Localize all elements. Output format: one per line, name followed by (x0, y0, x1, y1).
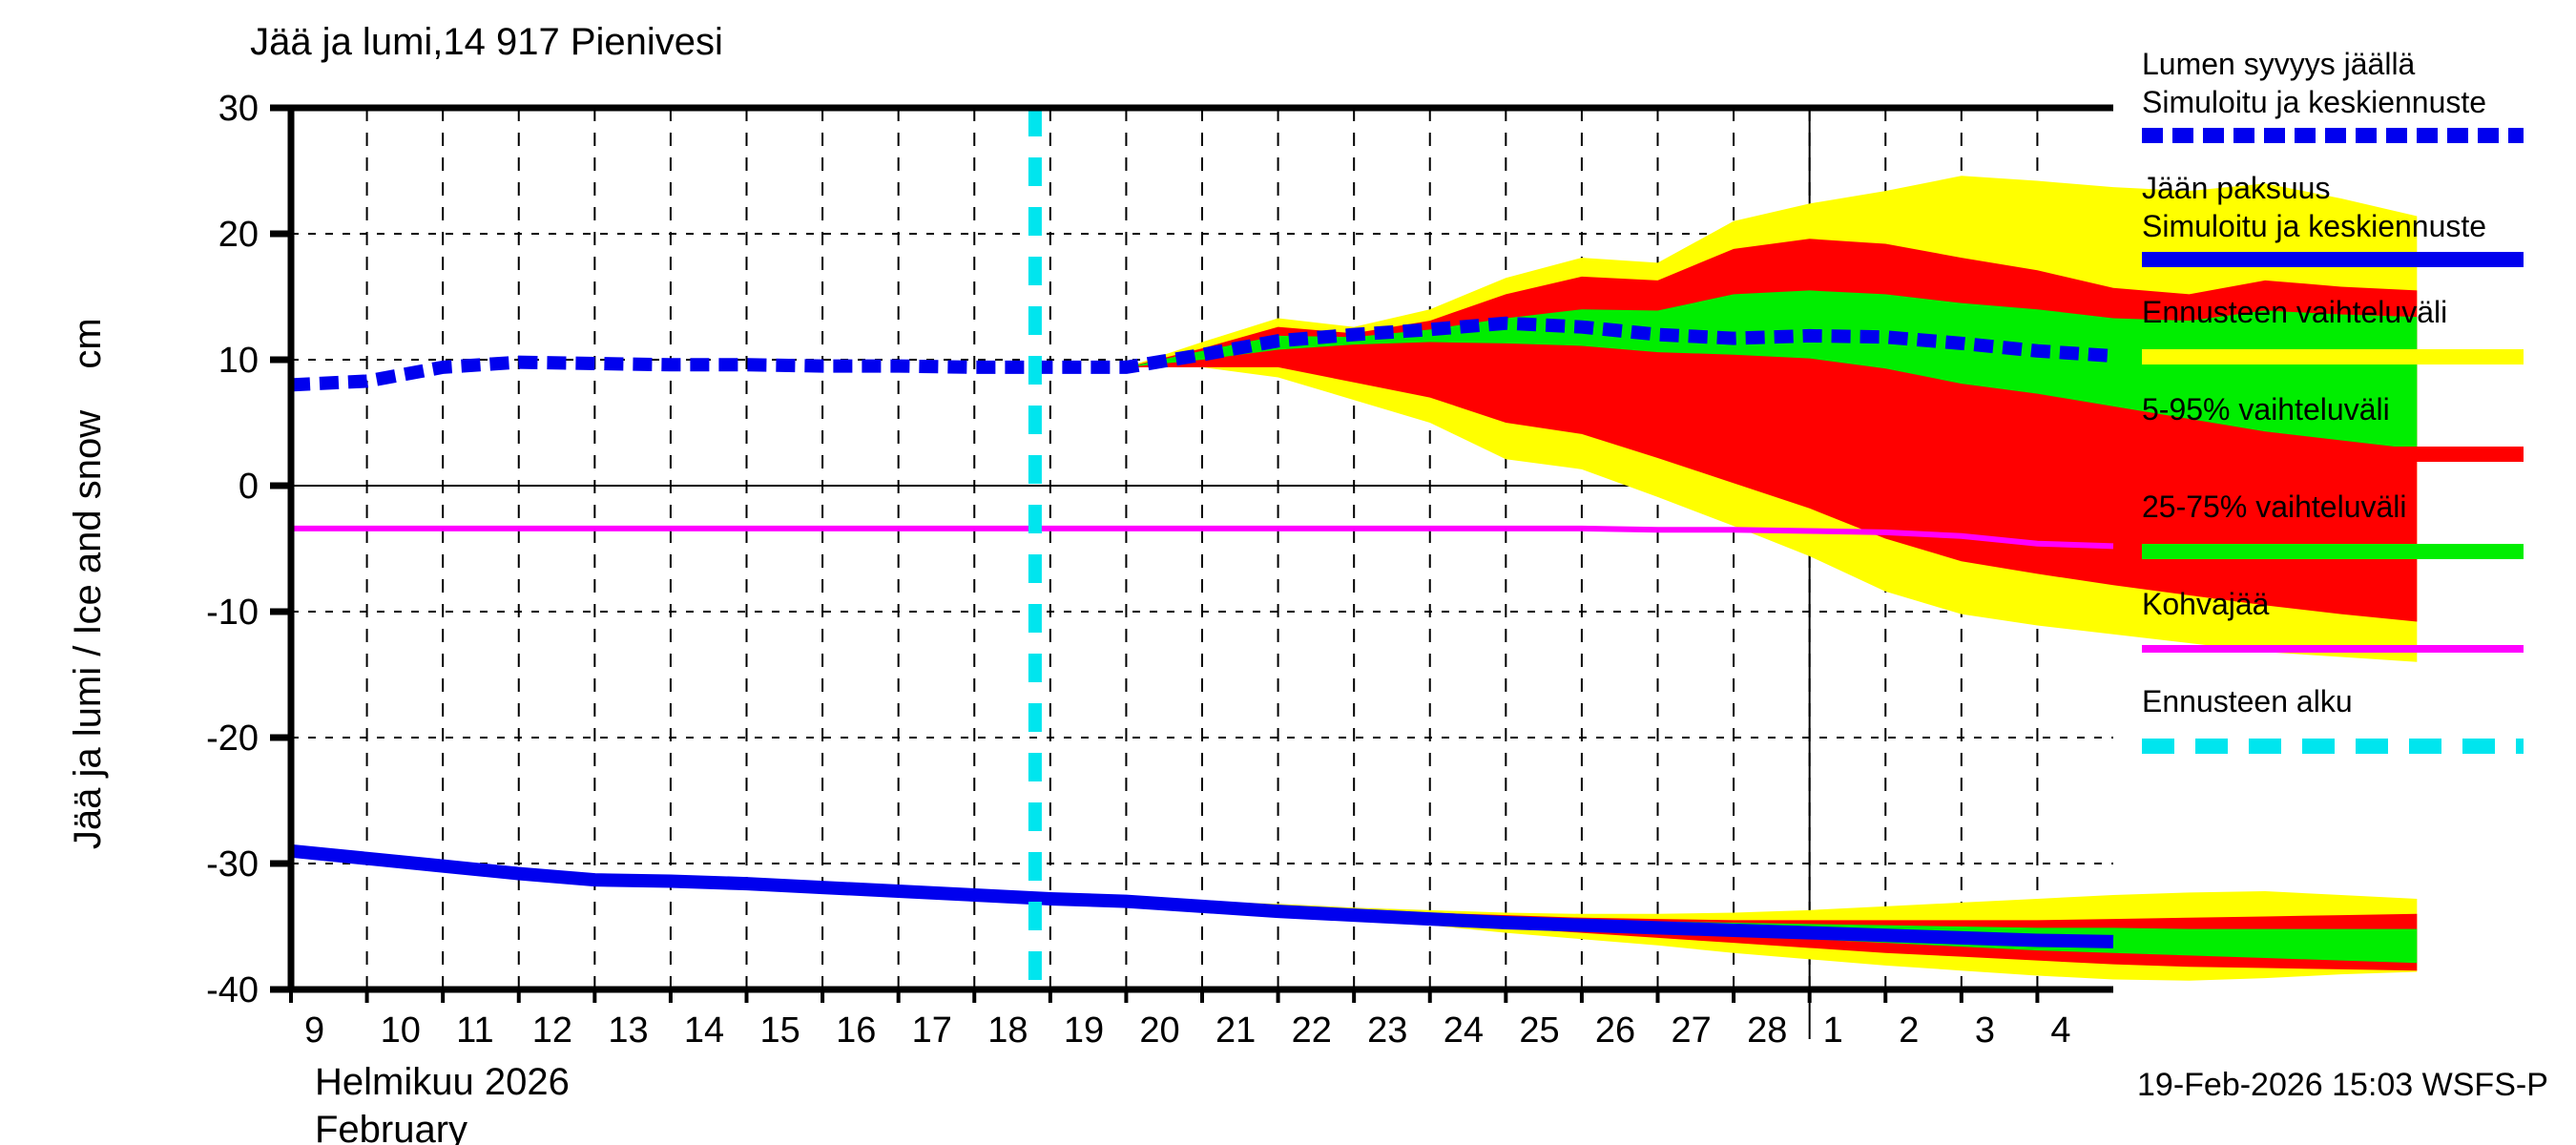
x-tick-label: 15 (760, 1010, 800, 1051)
legend-label-3: 5-95% vaihteluväli (2142, 392, 2390, 427)
legend-label-0: Lumen syvyys jäällä (2142, 47, 2416, 81)
x-tick-label: 3 (1975, 1010, 1995, 1051)
x-tick-label: 20 (1139, 1010, 1179, 1051)
legend-label-2: Ennusteen vaihteluväli (2142, 295, 2447, 329)
legend-label-4: 25-75% vaihteluväli (2142, 489, 2407, 524)
legend-label-5: Kohvajää (2142, 587, 2270, 621)
x-tick-label: 27 (1672, 1010, 1712, 1051)
page-title: Jää ja lumi,14 917 Pienivesi (250, 21, 723, 63)
x-tick-label: 12 (532, 1010, 572, 1051)
x-tick-label: 23 (1367, 1010, 1407, 1051)
x-tick-label: 21 (1215, 1010, 1256, 1051)
legend-label-1: Jään paksuus (2142, 171, 2330, 205)
x-tick-label: 1 (1823, 1010, 1843, 1051)
y-tick-label: 10 (218, 341, 259, 381)
series-jään (290, 843, 2114, 948)
x-tick-label: 22 (1292, 1010, 1332, 1051)
y-tick-label: -30 (206, 844, 259, 885)
x-tick-label: 18 (987, 1010, 1028, 1051)
x-tick-label: 10 (381, 1010, 421, 1051)
x-tick-label: 24 (1444, 1010, 1484, 1051)
footer-timestamp: 19-Feb-2026 15:03 WSFS-P (2137, 1067, 2548, 1103)
y-axis-title: Jää ja lumi / Ice and snow (67, 410, 109, 849)
y-tick-label: -40 (206, 970, 259, 1010)
x-tick-label: 17 (912, 1010, 952, 1051)
y-axis-unit: cm (67, 318, 109, 368)
x-tick-label: 19 (1064, 1010, 1104, 1051)
legend-sublabel-0: Simuloitu ja keskiennuste (2142, 85, 2486, 119)
y-tick-label: 20 (218, 215, 259, 255)
x-tick-label: 26 (1595, 1010, 1635, 1051)
y-tick-label: -10 (206, 593, 259, 633)
x-tick-label: 16 (836, 1010, 876, 1051)
x-tick-label: 13 (608, 1010, 648, 1051)
x-tick-label: 14 (684, 1010, 724, 1051)
x-axis-month-en: February (315, 1109, 467, 1145)
y-tick-label: 0 (239, 467, 259, 507)
x-axis-month-fi: Helmikuu 2026 (315, 1061, 570, 1103)
series-lumen (290, 316, 2114, 392)
y-tick-label: -20 (206, 718, 259, 759)
series-kohvajää (291, 525, 2114, 550)
x-tick-label: 11 (456, 1010, 493, 1051)
x-tick-label: 25 (1519, 1010, 1559, 1051)
legend-label-6: Ennusteen alku (2142, 684, 2353, 718)
x-tick-label: 4 (2050, 1010, 2070, 1051)
y-tick-label: 30 (218, 89, 259, 129)
x-tick-label: 9 (304, 1010, 324, 1051)
x-tick-label: 28 (1747, 1010, 1787, 1051)
x-tick-label: 2 (1899, 1010, 1919, 1051)
legend-sublabel-1: Simuloitu ja keskiennuste (2142, 209, 2486, 243)
